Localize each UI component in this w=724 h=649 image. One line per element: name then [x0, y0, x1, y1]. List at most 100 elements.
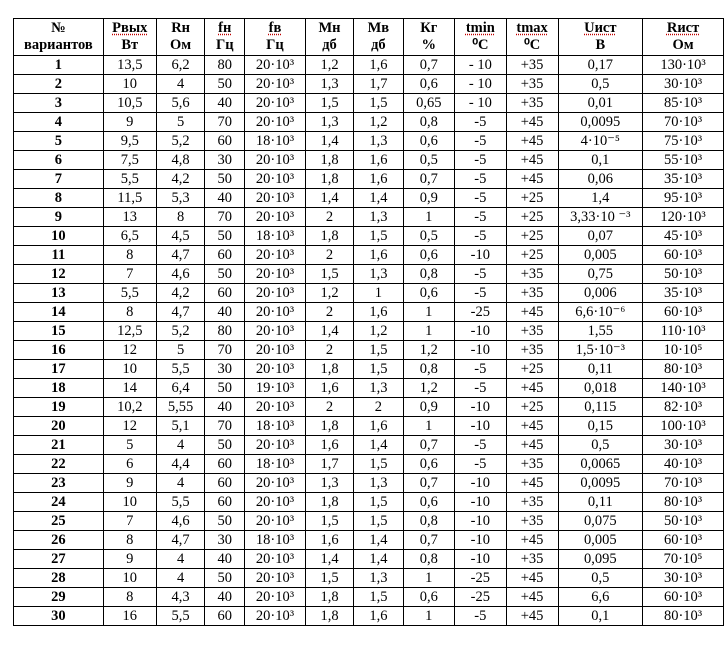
- cell-rn: 4: [155, 435, 206, 455]
- header-bottom-rn: Ом: [170, 37, 192, 53]
- cell-kg: 0,7: [402, 55, 456, 75]
- cell-usource: 3,33·10 ⁻³: [557, 207, 644, 227]
- cell-fv: 20·10³: [244, 169, 306, 189]
- cell-fn: 80: [204, 321, 246, 341]
- cell-variant: 15: [13, 321, 104, 341]
- cell-rn: 6,2: [155, 55, 206, 75]
- header-top-mv: Мв: [367, 20, 390, 36]
- cell-kg: 0,6: [402, 492, 456, 512]
- cell-mn: 2: [304, 207, 355, 227]
- cell-kg: 0,6: [402, 131, 456, 151]
- cell-mn: 1,6: [304, 530, 355, 550]
- cell-mn: 2: [304, 397, 355, 417]
- cell-mn: 1,8: [304, 169, 355, 189]
- cell-mn: 1,8: [304, 359, 355, 379]
- cell-rsource: 130·10³: [642, 55, 724, 75]
- header-top-fv: fв: [268, 20, 282, 36]
- cell-rn: 4: [155, 74, 206, 94]
- table-row: 11 8 4,7 60 20·10³ 2 1,6 0,6 -10 +25 0,005 60·10³: [13, 245, 724, 265]
- cell-variant: 3: [13, 93, 104, 113]
- cell-tmin: - 10: [454, 74, 507, 94]
- header-bottom-fn: Гц: [215, 37, 234, 53]
- cell-rn: 5,6: [155, 93, 206, 113]
- cell-variant: 4: [13, 112, 104, 132]
- cell-mn: 2: [304, 340, 355, 360]
- cell-tmax: +45: [505, 530, 559, 550]
- cell-kg: 1,2: [402, 340, 456, 360]
- cell-variant: 20: [13, 416, 104, 436]
- cell-usource: 0,006: [557, 283, 644, 303]
- cell-usource: 0,0095: [557, 112, 644, 132]
- cell-mv: 1,5: [353, 454, 404, 474]
- cell-mv: 1,6: [353, 55, 404, 75]
- cell-pout: 6: [102, 454, 157, 474]
- cell-tmax: +35: [505, 340, 559, 360]
- cell-fv: 20·10³: [244, 340, 306, 360]
- header-cell-variant: № вариантов: [13, 18, 104, 56]
- cell-tmax: +25: [505, 207, 559, 227]
- cell-rn: 4,5: [155, 226, 206, 246]
- table-row: 24 10 5,5 60 20·10³ 1,8 1,5 0,6 -10 +35 0,11 80·10³: [13, 492, 724, 512]
- cell-mv: 1,3: [353, 207, 404, 227]
- cell-rn: 4,2: [155, 283, 206, 303]
- cell-tmax: +25: [505, 359, 559, 379]
- cell-fv: 20·10³: [244, 492, 306, 512]
- cell-mv: 1,3: [353, 264, 404, 284]
- cell-mn: 1,8: [304, 587, 355, 607]
- cell-fn: 40: [204, 302, 246, 322]
- cell-tmax: +45: [505, 112, 559, 132]
- table-row: 21 5 4 50 20·10³ 1,6 1,4 0,7 -5 +45 0,5 30·10³: [13, 435, 724, 455]
- cell-variant: 1: [13, 55, 104, 75]
- cell-fv: 18·10³: [244, 416, 306, 436]
- cell-variant: 12: [13, 264, 104, 284]
- cell-fn: 70: [204, 340, 246, 360]
- cell-variant: 18: [13, 378, 104, 398]
- table-row: 26 8 4,7 30 18·10³ 1,6 1,4 0,7 -10 +45 0,005 60·10³: [13, 530, 724, 550]
- cell-mn: 1,8: [304, 416, 355, 436]
- cell-fv: 20·10³: [244, 321, 306, 341]
- cell-mn: 1,8: [304, 226, 355, 246]
- cell-kg: 1: [402, 606, 456, 626]
- cell-fn: 60: [204, 245, 246, 265]
- table-row: 29 8 4,3 40 20·10³ 1,8 1,5 0,6 -25 +45 6,6 60·10³: [13, 587, 724, 607]
- cell-rsource: 140·10³: [642, 378, 724, 398]
- table-row: 6 7,5 4,8 30 20·10³ 1,8 1,6 0,5 -5 +45 0,1 55·10³: [13, 150, 724, 170]
- cell-fv: 18·10³: [244, 226, 306, 246]
- cell-tmax: +35: [505, 492, 559, 512]
- cell-rn: 4,4: [155, 454, 206, 474]
- cell-rsource: 100·10³: [642, 416, 724, 436]
- cell-usource: 0,06: [557, 169, 644, 189]
- cell-usource: 6,6: [557, 587, 644, 607]
- cell-rsource: 60·10³: [642, 245, 724, 265]
- cell-tmin: -10: [454, 245, 507, 265]
- cell-pout: 10: [102, 359, 157, 379]
- cell-rsource: 35·10³: [642, 283, 724, 303]
- cell-fn: 50: [204, 226, 246, 246]
- cell-kg: 0,5: [402, 150, 456, 170]
- cell-tmin: -5: [454, 454, 507, 474]
- cell-tmin: -10: [454, 492, 507, 512]
- cell-mn: 1,2: [304, 55, 355, 75]
- cell-pout: 13,5: [102, 55, 157, 75]
- cell-rn: 5: [155, 340, 206, 360]
- cell-rsource: 35·10³: [642, 169, 724, 189]
- cell-variant: 19: [13, 397, 104, 417]
- cell-fv: 20·10³: [244, 283, 306, 303]
- cell-variant: 29: [13, 587, 104, 607]
- cell-pout: 10,5: [102, 93, 157, 113]
- cell-kg: 0,6: [402, 245, 456, 265]
- header-cell-fv: fв Гц: [244, 18, 306, 56]
- cell-fv: 20·10³: [244, 549, 306, 569]
- cell-fn: 60: [204, 283, 246, 303]
- table-row: 8 11,5 5,3 40 20·10³ 1,4 1,4 0,9 -5 +25 1,4 95·10³: [13, 188, 724, 208]
- cell-rsource: 82·10³: [642, 397, 724, 417]
- cell-tmin: -10: [454, 340, 507, 360]
- header-top-mn: Мн: [318, 20, 341, 36]
- cell-usource: 0,1: [557, 606, 644, 626]
- cell-pout: 16: [102, 606, 157, 626]
- table-row: 27 9 4 40 20·10³ 1,4 1,4 0,8 -10 +35 0,095 70·10⁵: [13, 549, 724, 569]
- header-top-kg: Кг: [420, 20, 438, 36]
- cell-tmax: +45: [505, 150, 559, 170]
- cell-rn: 5,5: [155, 606, 206, 626]
- cell-mv: 1,4: [353, 530, 404, 550]
